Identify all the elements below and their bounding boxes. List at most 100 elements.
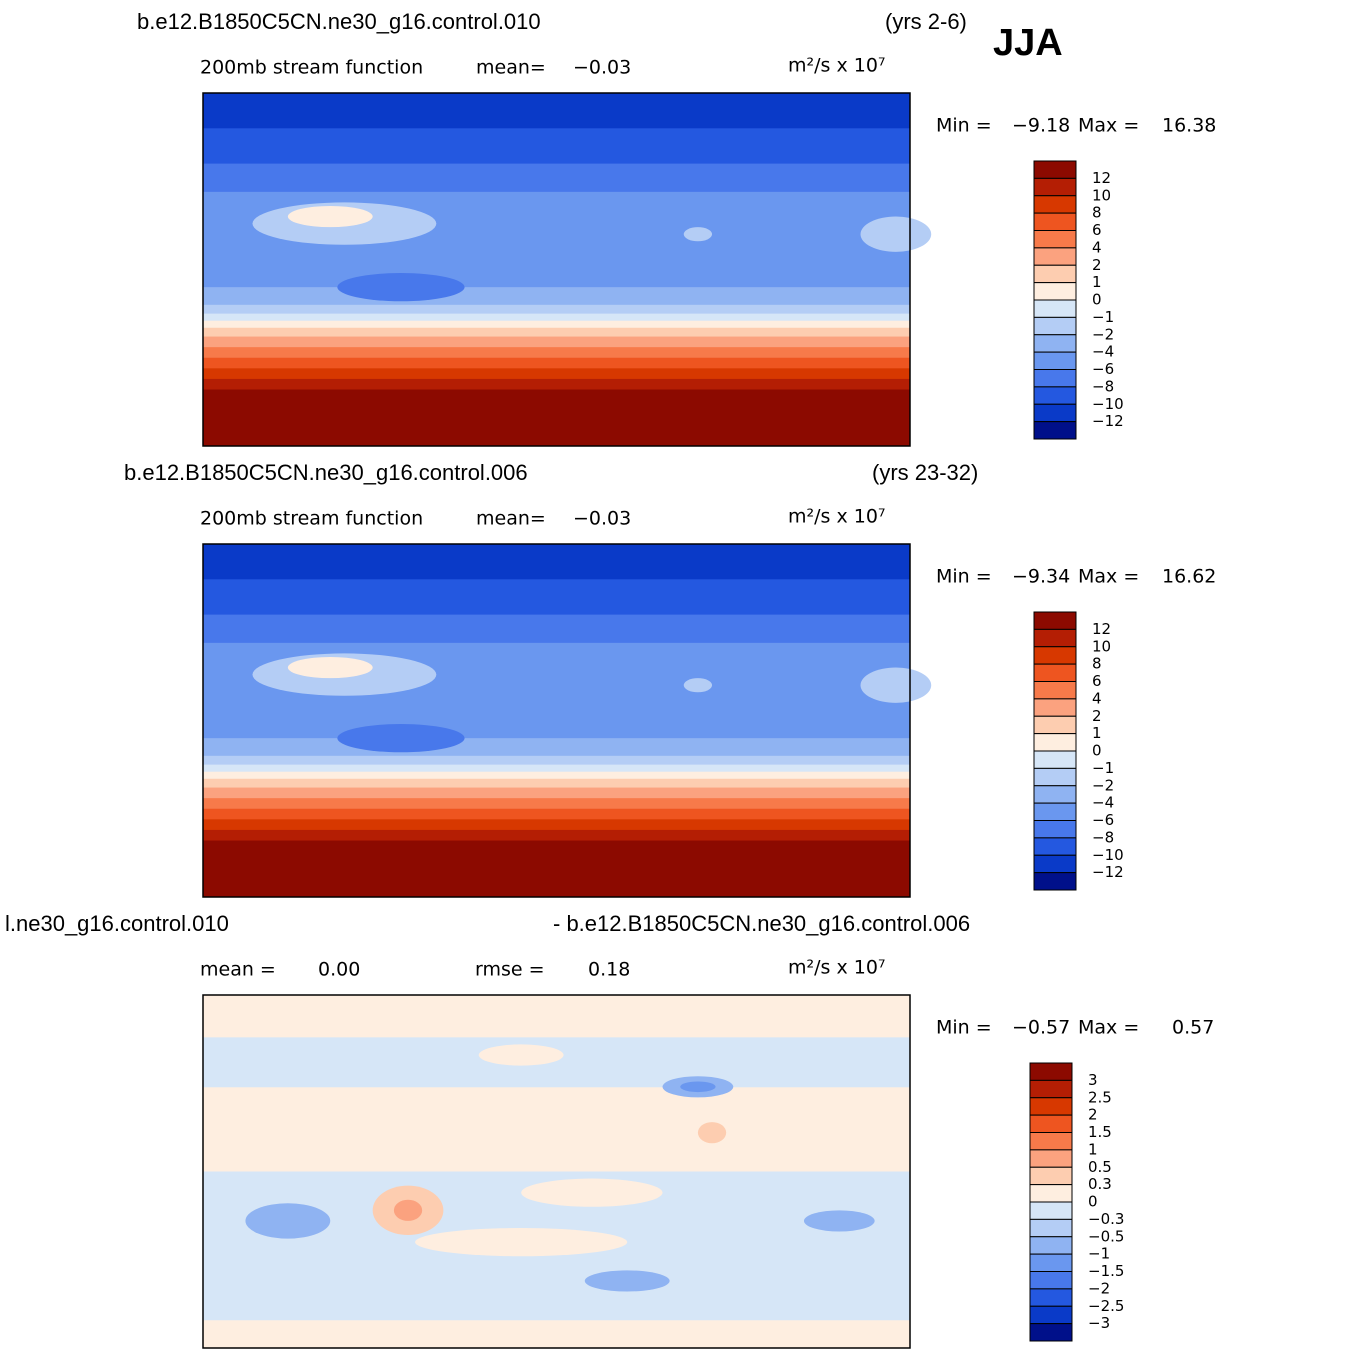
colorbar-label: 12 — [1092, 620, 1111, 638]
colorbar-label: 6 — [1092, 672, 1102, 690]
units: m²/s x 10⁷ — [788, 957, 886, 979]
colorbar-label: −2 — [1088, 1279, 1110, 1297]
map — [202, 543, 932, 898]
max-label: Max = — [1078, 115, 1139, 137]
colorbar-box — [1033, 230, 1077, 249]
map-fill — [203, 755, 910, 766]
colorbar-box — [1033, 421, 1077, 440]
colorbar-box — [1033, 247, 1077, 266]
map-fill — [203, 738, 910, 757]
max-value: 0.57 — [1172, 1017, 1214, 1039]
colorbar-box — [1029, 1271, 1073, 1290]
colorbar-label: 10 — [1092, 186, 1111, 204]
colorbar-box — [1033, 820, 1077, 839]
map-fill — [203, 320, 910, 329]
colorbar-label: −8 — [1092, 828, 1114, 846]
colorbar-box — [1029, 1253, 1073, 1272]
colorbar-box — [1033, 663, 1077, 682]
map-fill — [203, 287, 910, 306]
colorbar-label: 10 — [1092, 637, 1111, 655]
map-fill — [245, 1203, 331, 1239]
units: m²/s x 10⁷ — [788, 506, 886, 528]
map-fill — [203, 778, 910, 789]
colorbar-label: 4 — [1092, 238, 1102, 256]
colorbar-label: 0 — [1088, 1193, 1098, 1211]
mean-label: mean= — [476, 57, 546, 79]
colorbar-box — [1029, 1218, 1073, 1238]
map-fill — [203, 1037, 910, 1088]
map-frame — [202, 543, 911, 898]
max-value: 16.62 — [1162, 566, 1216, 588]
colorbar-box — [1029, 1079, 1073, 1099]
colorbar-box — [1033, 715, 1077, 735]
colorbar-label: 2.5 — [1088, 1088, 1112, 1106]
map-fill — [203, 771, 910, 780]
rmse-label: rmse = — [475, 959, 545, 981]
map-fill — [203, 304, 910, 315]
colorbar-box — [1029, 1062, 1073, 1081]
min-value: −9.34 — [1012, 566, 1070, 588]
colorbar-label: 2 — [1092, 256, 1102, 274]
map-fill — [680, 1081, 716, 1093]
colorbar-box — [1033, 299, 1077, 318]
colorbar-box — [1033, 386, 1077, 405]
map-fill — [203, 808, 910, 820]
colorbar-label: −1.5 — [1088, 1262, 1124, 1280]
colorbar-label: 0.3 — [1088, 1175, 1112, 1193]
map-fill — [203, 840, 910, 898]
colorbar-box — [1033, 160, 1077, 179]
map-fill — [584, 1270, 670, 1292]
colorbar-label: −0.3 — [1088, 1210, 1124, 1228]
map-fill — [203, 128, 910, 165]
colorbar-label: −2.5 — [1088, 1297, 1124, 1315]
colorbar-box — [1029, 1236, 1073, 1255]
map-fill — [337, 273, 465, 302]
colorbar-box — [1029, 1305, 1073, 1325]
map-fill — [203, 544, 910, 580]
map-fill — [203, 787, 910, 799]
map-fill — [203, 368, 910, 380]
map-fill — [521, 1178, 663, 1207]
colorbar-box — [1033, 611, 1077, 630]
case-title: b.e12.B1850C5CN.ne30_g16.control.010 — [137, 9, 541, 34]
colorbar-box — [1033, 195, 1077, 214]
colorbar-box — [1033, 733, 1077, 752]
map-frame — [202, 994, 911, 1349]
map-fill — [203, 614, 910, 644]
map-fill — [203, 357, 910, 369]
map-fill — [203, 819, 910, 831]
season: JJA — [993, 22, 1063, 64]
mean-value: −0.03 — [573, 57, 631, 79]
colorbar-label: −4 — [1092, 343, 1114, 361]
map-fill — [203, 829, 910, 842]
min-label: Min = — [936, 1017, 992, 1039]
max-value: 16.38 — [1162, 115, 1216, 137]
map-fill — [203, 378, 910, 391]
colorbar-label: 1 — [1092, 273, 1102, 291]
colorbar-label: 0 — [1092, 291, 1102, 309]
map-fill — [478, 1044, 564, 1066]
colorbar-box — [1033, 698, 1077, 717]
map-frame — [202, 92, 911, 447]
map-fill — [287, 656, 373, 679]
colorbar-box — [1033, 750, 1077, 769]
colorbar-label: −10 — [1092, 846, 1124, 864]
colorbar-label: −3 — [1088, 1314, 1110, 1332]
colorbar-box — [1033, 264, 1077, 284]
colorbar-label: −0.5 — [1088, 1227, 1124, 1245]
colorbar-box — [1033, 646, 1077, 665]
colorbar-label: 1 — [1092, 724, 1102, 742]
colorbar-label: 2 — [1088, 1106, 1098, 1124]
map-fill — [860, 216, 932, 252]
colorbar-box — [1029, 1132, 1073, 1151]
map-fill — [393, 1199, 423, 1221]
min-label: Min = — [936, 115, 992, 137]
map-fill — [203, 93, 910, 129]
map-fill — [803, 1210, 875, 1232]
colorbar-label: 12 — [1092, 169, 1111, 187]
colorbar-label: 1.5 — [1088, 1123, 1112, 1141]
colorbar-box — [1033, 316, 1077, 336]
colorbar-label: −4 — [1092, 794, 1114, 812]
colorbar-label: 2 — [1092, 707, 1102, 725]
